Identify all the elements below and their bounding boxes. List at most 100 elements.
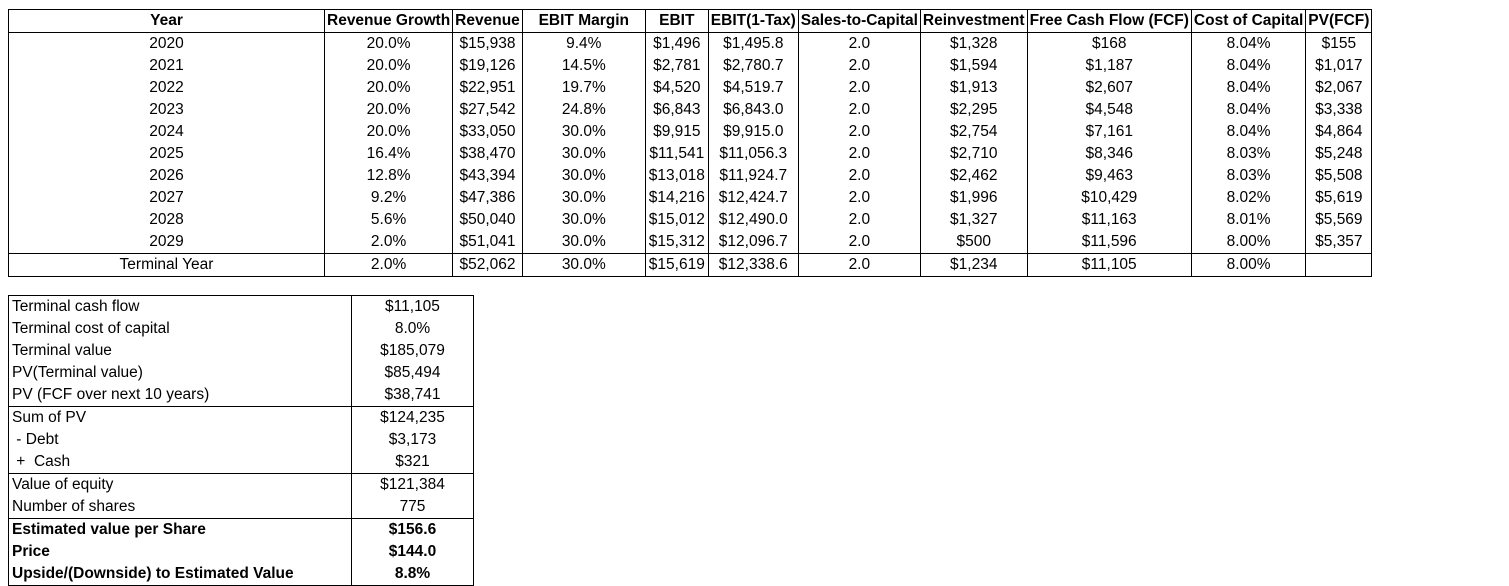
- cell-ebit-after-tax: $6,843.0: [707, 99, 799, 121]
- cell-revenue-growth: 2.0%: [323, 253, 454, 277]
- cell-ebit-margin: 24.8%: [521, 99, 646, 121]
- cell-reinvestment: $500: [919, 231, 1028, 254]
- summary-label: PV (FCF over next 10 years): [8, 384, 352, 407]
- cell-cost-of-capital: 8.00%: [1190, 231, 1307, 254]
- cell-ebit-margin: 30.0%: [521, 187, 646, 209]
- cell-ebit-after-tax: $11,056.3: [707, 143, 799, 165]
- cell-revenue-growth: 5.6%: [323, 209, 454, 231]
- col-header-cost-of-capital: Cost of Capital: [1190, 9, 1307, 33]
- col-header-revenue-growth: Revenue Growth: [323, 9, 454, 33]
- cell-sales-to-capital: 2.0: [797, 121, 921, 143]
- cell-ebit-after-tax: $9,915.0: [707, 121, 799, 143]
- summary-row: Estimated value per Share $156.6: [8, 518, 474, 541]
- summary-value: $38,741: [384, 386, 441, 403]
- cell-revenue: $47,386: [452, 187, 523, 209]
- summary-row: Sum of PV $124,235: [8, 406, 474, 429]
- summary-row: Price $144.0: [8, 541, 474, 563]
- cell-pv-fcf: $5,508: [1305, 165, 1373, 187]
- valuation-summary-table: Terminal cash flow $11,105 Terminal cost o…: [8, 295, 474, 586]
- cell-year: 2020: [8, 32, 325, 55]
- cell-ebit-after-tax: $1,495.8: [707, 32, 799, 55]
- cell-ebit: $13,018: [644, 165, 709, 187]
- table-row: 2027 9.2% $47,386 30.0% $14,216 $12,424.7 2.0 $…: [8, 187, 1373, 209]
- summary-value: $156.6: [388, 521, 437, 538]
- cell-ebit-margin: 14.5%: [521, 55, 646, 77]
- table-row: 2022 20.0% $22,951 19.7% $4,520 $4,519.7 2.0 $1…: [8, 77, 1373, 99]
- cell-ebit-margin: 30.0%: [521, 253, 646, 277]
- cell-cost-of-capital: 8.04%: [1190, 32, 1307, 55]
- cell-pv-fcf: $2,067: [1305, 77, 1373, 99]
- summary-value: $85,494: [384, 364, 441, 381]
- cell-pv-fcf: $5,569: [1305, 209, 1373, 231]
- cell-pv-fcf: $4,864: [1305, 121, 1373, 143]
- cell-pv-fcf: $5,357: [1305, 231, 1373, 254]
- cell-reinvestment: $2,295: [919, 99, 1028, 121]
- summary-row: Terminal cost of capital 8.0%: [8, 318, 474, 340]
- summary-label: Upside/(Downside) to Estimated Value: [8, 563, 352, 586]
- cell-ebit-after-tax: $12,096.7: [707, 231, 799, 254]
- cell-fcf: $11,105: [1026, 253, 1192, 277]
- col-header-ebit: EBIT: [644, 9, 709, 33]
- header-row: Year Revenue Growth Revenue EBIT Margin …: [8, 9, 1373, 33]
- cell-revenue: $27,542: [452, 99, 523, 121]
- cell-year: Terminal Year: [8, 253, 325, 277]
- cell-ebit-after-tax: $11,924.7: [707, 165, 799, 187]
- cell-revenue-growth: 20.0%: [323, 121, 454, 143]
- cell-cost-of-capital: 8.04%: [1190, 121, 1307, 143]
- summary-value: $144.0: [388, 543, 437, 560]
- cell-year: 2024: [8, 121, 325, 143]
- cell-revenue-growth: 20.0%: [323, 77, 454, 99]
- summary-value: $3,173: [388, 431, 437, 448]
- cell-ebit-margin: 30.0%: [521, 231, 646, 254]
- cell-ebit-after-tax: $2,780.7: [707, 55, 799, 77]
- cell-reinvestment: $1,913: [919, 77, 1028, 99]
- cell-reinvestment: $2,462: [919, 165, 1028, 187]
- cell-revenue-growth: 20.0%: [323, 55, 454, 77]
- cell-fcf: $9,463: [1026, 165, 1192, 187]
- cell-reinvestment: $1,996: [919, 187, 1028, 209]
- cell-revenue: $33,050: [452, 121, 523, 143]
- summary-value: 8.0%: [394, 320, 431, 337]
- summary-label: Value of equity: [8, 473, 352, 496]
- summary-row: Upside/(Downside) to Estimated Value 8.8%: [8, 563, 474, 586]
- summary-value: $11,105: [385, 298, 440, 315]
- table-row: 2021 20.0% $19,126 14.5% $2,781 $2,780.7 2.0 $1…: [8, 55, 1373, 77]
- summary-value: 775: [399, 498, 426, 515]
- cell-sales-to-capital: 2.0: [797, 99, 921, 121]
- table-row: 2028 5.6% $50,040 30.0% $15,012 $12,490.0 2.0 $…: [8, 209, 1373, 231]
- summary-label: Sum of PV: [8, 406, 352, 429]
- cell-cost-of-capital: 8.01%: [1190, 209, 1307, 231]
- cell-reinvestment: $2,710: [919, 143, 1028, 165]
- cell-ebit-margin: 30.0%: [521, 143, 646, 165]
- col-header-pv-fcf: PV(FCF): [1305, 9, 1373, 33]
- cell-fcf: $168: [1026, 32, 1192, 55]
- summary-row: Terminal cash flow $11,105: [8, 295, 474, 318]
- cell-cost-of-capital: 8.04%: [1190, 77, 1307, 99]
- summary-row: - Debt $3,173: [8, 429, 474, 451]
- cell-fcf: $2,607: [1026, 77, 1192, 99]
- summary-value: $121,384: [380, 476, 445, 493]
- cell-ebit: $4,520: [644, 77, 709, 99]
- cell-cost-of-capital: 8.04%: [1190, 55, 1307, 77]
- cell-revenue-growth: 2.0%: [323, 231, 454, 254]
- cell-sales-to-capital: 2.0: [797, 55, 921, 77]
- cell-reinvestment: $1,327: [919, 209, 1028, 231]
- cell-revenue: $38,470: [452, 143, 523, 165]
- cell-fcf: $1,187: [1026, 55, 1192, 77]
- cell-year: 2029: [8, 231, 325, 254]
- summary-label: - Debt: [8, 429, 352, 451]
- cell-pv-fcf: $155: [1305, 32, 1373, 55]
- cell-sales-to-capital: 2.0: [797, 77, 921, 99]
- cell-fcf: $11,596: [1026, 231, 1192, 254]
- cell-year: 2026: [8, 165, 325, 187]
- summary-label: Estimated value per Share: [8, 518, 352, 541]
- cell-ebit-after-tax: $12,424.7: [707, 187, 799, 209]
- cell-ebit: $9,915: [644, 121, 709, 143]
- cell-pv-fcf: [1305, 253, 1373, 277]
- summary-label: Price: [8, 541, 352, 563]
- cell-ebit: $1,496: [644, 32, 709, 55]
- cell-revenue: $50,040: [452, 209, 523, 231]
- table-row: 2024 20.0% $33,050 30.0% $9,915 $9,915.0 2.0 $2…: [8, 121, 1373, 143]
- cell-ebit-after-tax: $12,490.0: [707, 209, 799, 231]
- table-row: Terminal Year 2.0% $52,062 30.0% $15,619 $12,…: [8, 253, 1373, 277]
